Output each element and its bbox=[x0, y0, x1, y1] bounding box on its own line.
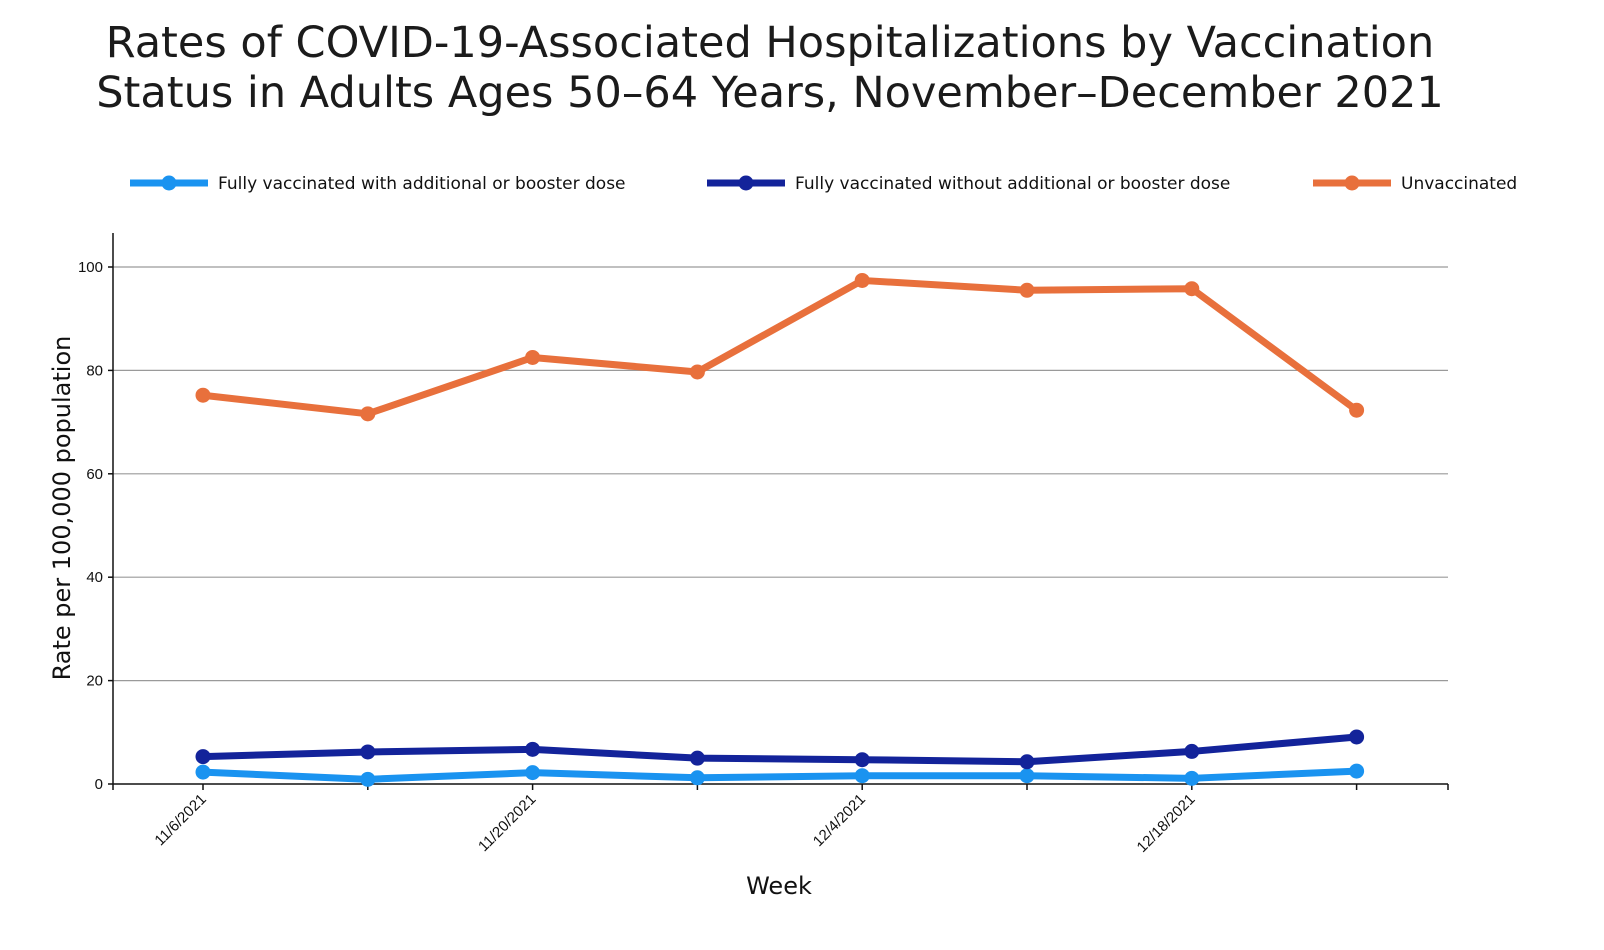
series-3 bbox=[195, 272, 1365, 422]
data-point[interactable] bbox=[1184, 770, 1200, 786]
data-point[interactable] bbox=[854, 272, 870, 288]
data-point[interactable] bbox=[195, 749, 211, 765]
data-point[interactable] bbox=[1019, 282, 1035, 298]
y-tick-label: 40 bbox=[86, 569, 103, 586]
data-point[interactable] bbox=[689, 770, 705, 786]
y-tick-label: 0 bbox=[95, 776, 103, 793]
chart-title: Rates of COVID-19-Associated Hospitaliza… bbox=[0, 18, 1540, 118]
x-tick-label: 11/20/2021 bbox=[475, 791, 539, 855]
data-point[interactable] bbox=[1184, 743, 1200, 759]
data-point[interactable] bbox=[360, 406, 376, 422]
y-tick-label: 80 bbox=[86, 362, 103, 379]
series-2 bbox=[195, 729, 1365, 770]
data-point[interactable] bbox=[525, 741, 541, 757]
legend-swatch-marker bbox=[1344, 175, 1360, 191]
series-line bbox=[199, 767, 1361, 783]
legend-item[interactable]: Fully vaccinated without additional or b… bbox=[707, 174, 1230, 194]
chart-title-line-2: Status in Adults Ages 50–64 Years, Novem… bbox=[96, 68, 1444, 118]
legend-label: Unvaccinated bbox=[1401, 174, 1517, 194]
legend-label: Fully vaccinated with additional or boos… bbox=[218, 174, 626, 194]
legend-swatch-marker bbox=[161, 175, 177, 191]
y-tick-label: 60 bbox=[86, 466, 103, 483]
series-1 bbox=[195, 763, 1365, 787]
data-point[interactable] bbox=[1349, 402, 1365, 418]
chart-title-line-1: Rates of COVID-19-Associated Hospitaliza… bbox=[105, 18, 1435, 68]
data-point[interactable] bbox=[854, 752, 870, 768]
legend-item[interactable]: Unvaccinated bbox=[1313, 174, 1517, 194]
gridlines bbox=[113, 266, 1448, 682]
legend-item[interactable]: Fully vaccinated with additional or boos… bbox=[130, 174, 626, 194]
legend: Fully vaccinated with additional or boos… bbox=[130, 174, 1517, 194]
data-point[interactable] bbox=[360, 744, 376, 760]
data-point[interactable] bbox=[854, 768, 870, 784]
legend-label: Fully vaccinated without additional or b… bbox=[795, 174, 1230, 194]
data-point[interactable] bbox=[360, 771, 376, 787]
data-point[interactable] bbox=[1349, 729, 1365, 745]
x-tick-label: 11/6/2021 bbox=[151, 791, 209, 849]
x-tick-label: 12/4/2021 bbox=[810, 791, 869, 850]
series-group bbox=[195, 272, 1365, 787]
legend-swatch-marker bbox=[738, 175, 754, 191]
y-tick-label: 100 bbox=[78, 259, 103, 276]
data-point[interactable] bbox=[525, 349, 541, 365]
data-point[interactable] bbox=[1184, 281, 1200, 297]
series-line bbox=[199, 276, 1361, 418]
x-axis-title: Week bbox=[746, 872, 812, 900]
data-point[interactable] bbox=[1019, 754, 1035, 770]
x-tick-label: 12/18/2021 bbox=[1134, 791, 1199, 856]
data-point[interactable] bbox=[689, 364, 705, 380]
data-point[interactable] bbox=[1349, 763, 1365, 779]
data-point[interactable] bbox=[195, 387, 211, 403]
data-point[interactable] bbox=[1019, 768, 1035, 784]
y-axis-title: Rate per 100,000 population bbox=[48, 336, 76, 681]
data-point[interactable] bbox=[195, 764, 211, 780]
series-line bbox=[199, 733, 1361, 766]
data-point[interactable] bbox=[525, 765, 541, 781]
y-tick-label: 20 bbox=[86, 673, 103, 690]
data-point[interactable] bbox=[689, 750, 705, 766]
